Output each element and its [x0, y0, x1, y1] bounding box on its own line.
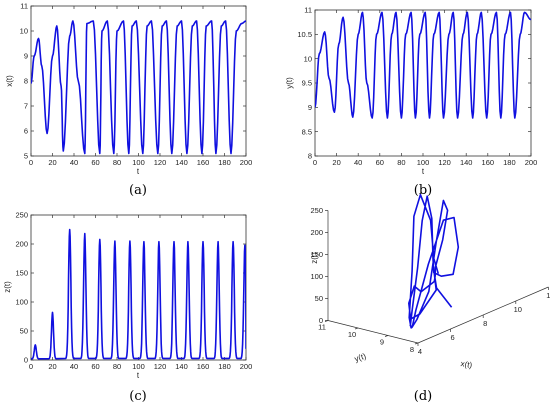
panel-c-xtick-label: 40 [70, 362, 78, 371]
panel-b-xtick-label: 80 [397, 158, 405, 167]
panel-b-xtick-label: 0 [313, 158, 317, 167]
panel-b-xtick-label: 140 [460, 158, 473, 167]
panel-d-y-axis [327, 320, 419, 344]
panel-b-xtick-label: 180 [503, 158, 516, 167]
panel-a-xtick-label: 20 [48, 158, 56, 167]
panel-c-series-line [31, 228, 246, 360]
panel-d-trajectory [408, 193, 460, 329]
panel-a-xtick-label: 180 [218, 158, 231, 167]
panel-c-xtick-label: 180 [218, 362, 231, 371]
panel-b-xtick-label: 100 [417, 158, 430, 167]
panel-d-ytick-label: 9 [380, 338, 384, 347]
panel-b-xtick-label: 40 [354, 158, 362, 167]
panel-c-plot-frame [30, 214, 247, 361]
panel-a-x-t: x(t) t (a) 0 20 40 60 80 100 120 140 160 180 200 5 6… [5, 2, 252, 198]
panel-a-xtick-label: 40 [70, 158, 78, 167]
panel-b-xtick-label: 20 [332, 158, 340, 167]
panel-c-ylabel: z(t) [3, 281, 12, 293]
panel-b-xtick-label: 160 [482, 158, 495, 167]
panel-d-ytick-label: 11 [318, 323, 326, 332]
panel-b-y-t: y(t) t (b) 0 20 40 60 80 100 120 140 160 180 200 8 8… [285, 6, 537, 198]
panel-c-xlabel: t [137, 371, 140, 380]
panel-a-caption: (a) [129, 183, 147, 198]
panel-d-ytick-mark [354, 327, 359, 330]
panel-d-xtick-label: 6 [451, 333, 455, 342]
panel-c-xtick-label: 140 [175, 362, 188, 371]
panel-c-xtick-label: 200 [240, 362, 253, 371]
panel-d-xlabel: x(t) [460, 359, 473, 370]
panel-d-ztick-label: 100 [310, 272, 323, 281]
panel-a-xtick-label: 200 [240, 158, 253, 167]
panel-a-ytick-label: 5 [24, 152, 28, 161]
panel-a-xtick-label: 100 [132, 158, 145, 167]
panel-a-xtick-label: 80 [113, 158, 121, 167]
panel-b-xlabel: t [422, 167, 425, 176]
panel-d-xtick-label: 8 [483, 319, 487, 328]
panel-d-ztick-label: 200 [310, 228, 323, 237]
panel-a-series-line [31, 20, 246, 155]
panel-d-ztick-label: 150 [310, 250, 323, 259]
panel-b-ytick-label: 11 [304, 6, 312, 15]
panel-b-ylabel: y(t) [285, 77, 294, 89]
panel-a-ytick-label: 6 [24, 127, 28, 136]
panel-b-ytick-label: 9.5 [302, 79, 312, 88]
panel-a-ytick-label: 9 [24, 52, 28, 61]
panel-a-xtick-label: 60 [91, 158, 99, 167]
panel-b-ytick-label: 10 [304, 54, 312, 63]
panel-a-ytick-label: 7 [24, 102, 28, 111]
panel-d-ylabel: y(t) [353, 351, 367, 363]
panel-d-caption: (d) [414, 389, 432, 404]
panel-d-ztick-label: 250 [310, 206, 323, 215]
panel-d-ytick-label: 10 [348, 330, 356, 339]
panel-a-xtick-label: 140 [175, 158, 188, 167]
panel-a-ytick-label: 8 [24, 77, 28, 86]
panel-b-ytick-label: 9 [308, 103, 312, 112]
panel-d-phase-3d: 4 6 8 10 12 8 9 10 110 50 100 150 200 250 z(t) y(t) x… [310, 193, 550, 404]
panel-d-xtick-label: 12 [546, 291, 550, 300]
panel-c-xtick-label: 160 [197, 362, 210, 371]
panel-c-xtick-label: 60 [91, 362, 99, 371]
panel-a-xtick-label: 160 [197, 158, 210, 167]
panel-d-xtick-label: 4 [418, 347, 422, 356]
panel-c-xtick-label: 20 [48, 362, 56, 371]
panel-c-caption: (c) [129, 389, 146, 404]
panel-b-ytick-label: 10.5 [297, 30, 312, 39]
panel-c-ytick-label: 200 [15, 240, 28, 249]
panel-a-ylabel: x(t) [5, 75, 14, 87]
panel-a-ytick-label: 10 [20, 27, 28, 36]
panel-b-xtick-label: 60 [376, 158, 384, 167]
panel-c-xtick-label: 80 [113, 362, 121, 371]
panel-d-ztick-label: 50 [315, 294, 323, 303]
panel-d-ytick-label: 8 [410, 345, 414, 354]
panel-c-xtick-label: 0 [29, 362, 33, 371]
panel-c-z-t: z(t) t (c) 0 20 40 60 80 100 120 140 160 180 200 0 5… [3, 211, 252, 404]
panel-d-ytick-mark [384, 335, 389, 337]
panel-a-ytick-label: 11 [20, 2, 28, 11]
panel-d-zlabel: z(t) [310, 252, 319, 264]
panel-b-series-line [315, 11, 531, 119]
panel-c-ytick-label: 250 [15, 211, 28, 220]
panel-d-xtick-label: 10 [514, 305, 522, 314]
panel-c-ytick-label: 100 [15, 298, 28, 307]
panel-b-ytick-label: 8 [308, 152, 312, 161]
panel-a-xlabel: t [137, 167, 140, 176]
panel-a-xtick-label: 0 [29, 158, 33, 167]
panel-b-ytick-label: 8.5 [302, 127, 312, 136]
panel-d-ztick-label: 0 [319, 316, 323, 325]
panel-c-ytick-label: 50 [20, 327, 28, 336]
panel-d-ytick-mark [414, 342, 419, 345]
panel-b-xtick-label: 200 [525, 158, 538, 167]
panel-d-axes-box: 4 6 8 10 12 8 9 10 110 50 100 150 200 250 [310, 193, 550, 356]
panel-b-xtick-label: 120 [438, 158, 451, 167]
panel-c-xtick-label: 100 [132, 362, 145, 371]
panel-a-xtick-label: 120 [154, 158, 167, 167]
panel-b-caption: (b) [414, 183, 432, 198]
panel-c-xtick-label: 120 [154, 362, 167, 371]
panel-c-ytick-label: 150 [15, 269, 28, 278]
panel-c-ytick-label: 0 [24, 356, 28, 365]
